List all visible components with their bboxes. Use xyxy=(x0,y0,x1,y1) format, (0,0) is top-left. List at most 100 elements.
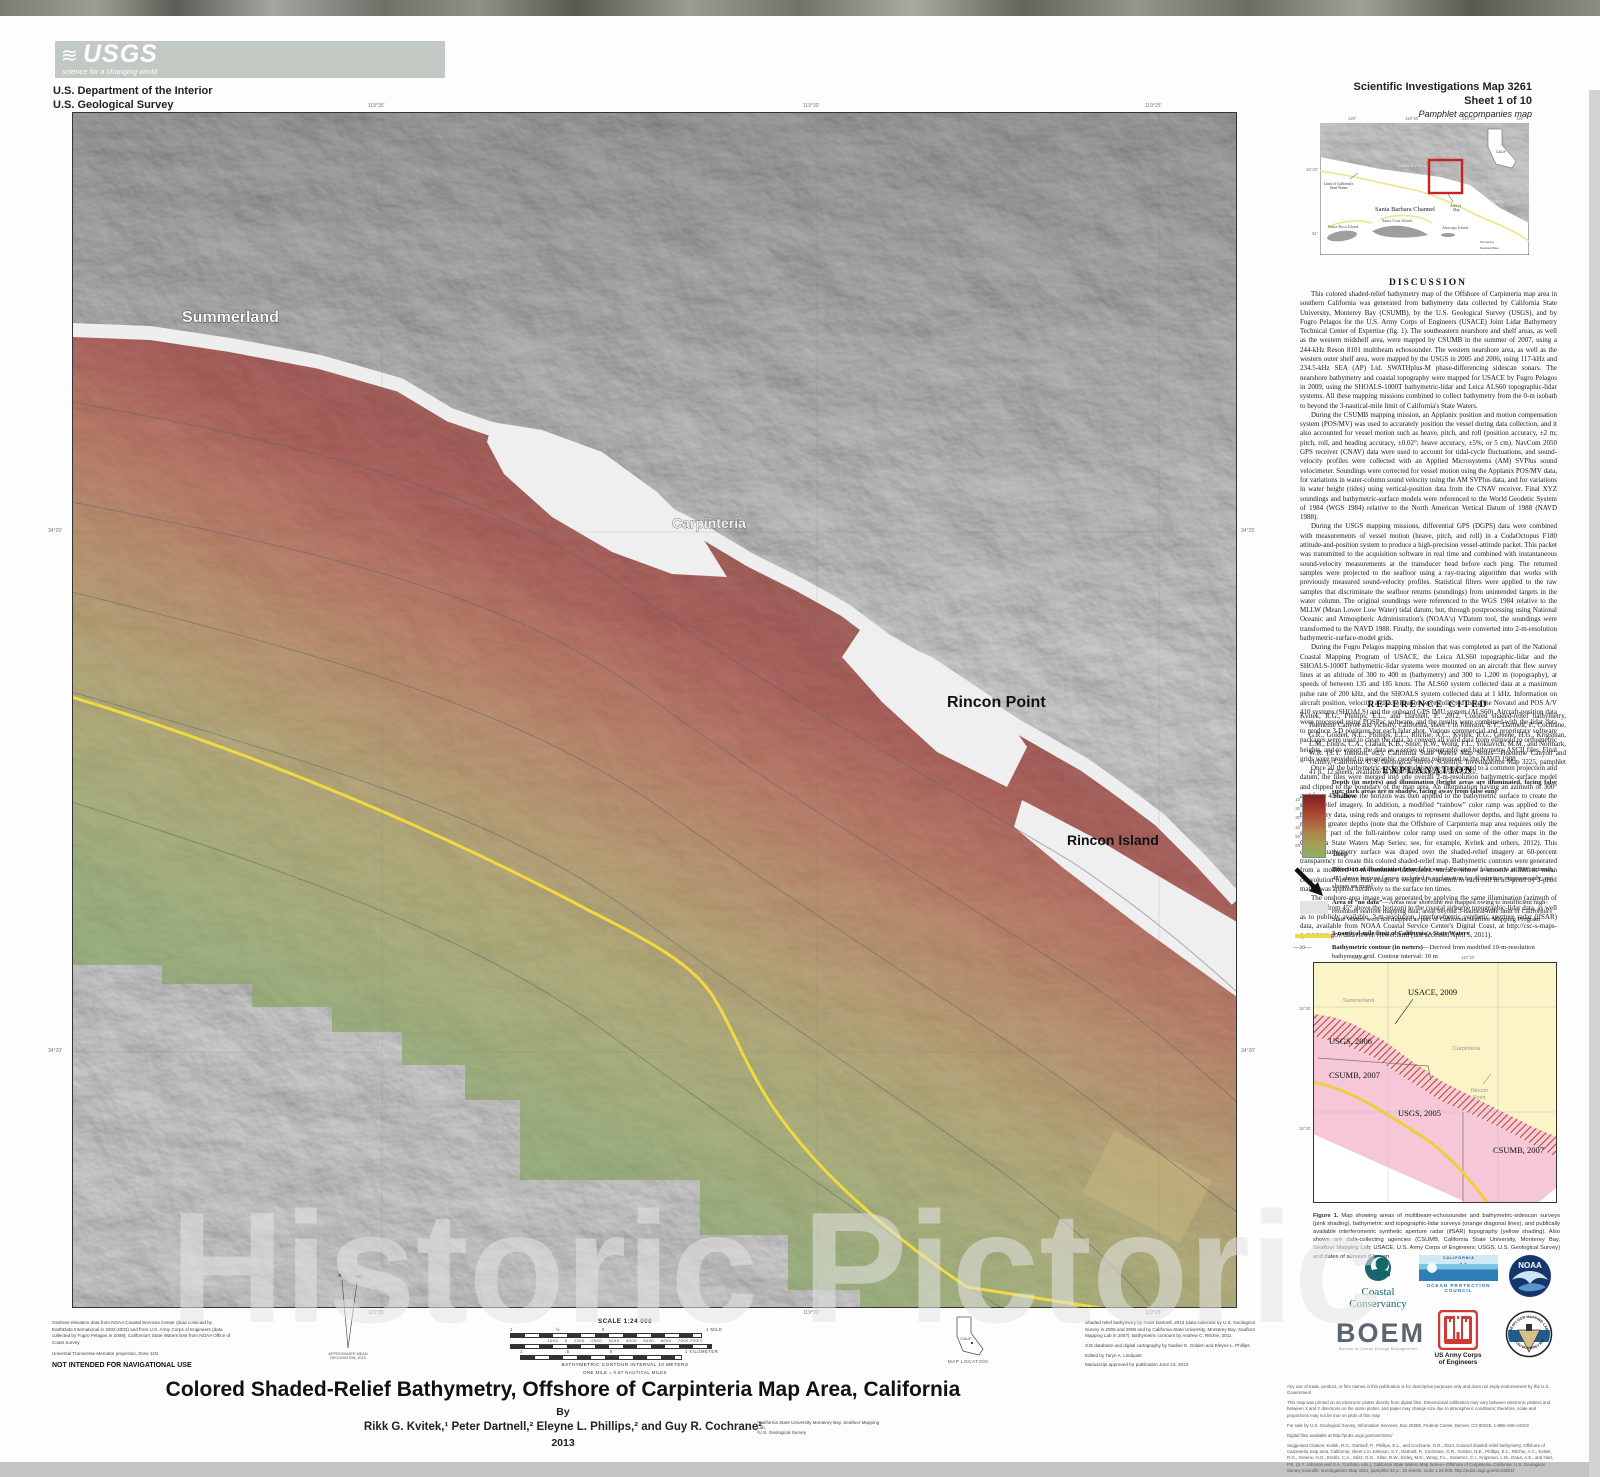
colorbar-shallow-label: Shallow xyxy=(1333,793,1357,800)
dept-interior: U.S. Department of the Interior xyxy=(53,85,213,97)
title-footnote-1: ¹California State University Monterey Ba… xyxy=(757,1420,880,1430)
inset-map-svg: CALIF Santa Barbara Ventura Santa Barbar… xyxy=(1319,122,1530,256)
department-lines: U.S. Department of the Interior U.S. Geo… xyxy=(53,84,213,113)
coastal-conservancy-name-2: Conservancy xyxy=(1349,1298,1407,1310)
noaa-wordmark: NOAA xyxy=(1518,1261,1542,1270)
legend-nodata: Area of “no data”—Areas near shoreline n… xyxy=(1332,899,1558,925)
scale-feet-ticks: 1000 0 1000 2000 3000 4000 5000 6000 700… xyxy=(547,1338,703,1343)
map-location-state-label: CALIF xyxy=(960,1336,972,1341)
scale-km-half: .5 xyxy=(565,1349,570,1354)
figure1-label-csumb2007b: CSUMB, 2007 xyxy=(1493,1145,1544,1155)
scale-mile-0: 0 xyxy=(602,1327,605,1332)
declination-caption-1: APPROXIMATE MEAN xyxy=(328,1352,368,1356)
figure1-tick-top1: 119°30' xyxy=(1353,955,1367,960)
nodata-area-rincon-point xyxy=(842,627,1027,787)
scale-km-label: 1 KILOMETER xyxy=(685,1349,719,1354)
discussion-text: This colored shaded-relief bathymetry ma… xyxy=(1300,290,1557,941)
map-tick-left-1: 34°25' xyxy=(48,528,63,534)
title-authors: Rikk G. Kvitek,¹ Peter Dartnell,² Eleyne… xyxy=(363,1421,763,1433)
inset-tick-lon2: 119°40' xyxy=(1405,116,1419,121)
opc-image: C A L I F O R N I A ⌄⌄ xyxy=(1419,1255,1498,1281)
fine-print-trade: Any use of trade, product, or firm names… xyxy=(1287,1384,1550,1396)
inset-tick-lon1: 120° xyxy=(1348,116,1357,121)
map-location-dot xyxy=(970,1341,974,1345)
credits-edited: Edited by Taryn A. Lindquist xyxy=(1085,1352,1142,1358)
opc-sun xyxy=(1427,1263,1437,1273)
scale-km-0: 0 xyxy=(610,1349,613,1354)
map-tick-top-2: 119°30' xyxy=(803,103,820,109)
title-year: 2013 xyxy=(551,1437,575,1449)
legend-state-waters: 3-nautical-mile limit of California's St… xyxy=(1332,930,1558,939)
discussion-paragraph: Once all the bathymetric-surface models … xyxy=(1300,764,1557,893)
sml-icon: SEAFLOOR MAPPING LAB CSU MONTEREY BAY xyxy=(1505,1310,1553,1358)
inset-land xyxy=(1320,123,1529,223)
scale-feet-bar xyxy=(510,1344,712,1349)
scale-km-1: 1 xyxy=(520,1349,523,1354)
figure1-caption-lead: Figure 1. xyxy=(1313,1213,1339,1219)
inset-anacapa-island xyxy=(1441,233,1455,237)
graticule xyxy=(72,112,1237,1308)
credits-right-block: Shaded relief bathymetry by Peter Dartne… xyxy=(1085,1320,1257,1369)
figure1-label-usgs2006: USGS, 2006 xyxy=(1329,1036,1372,1046)
declination-caption-2: DECLINATION, 2013 xyxy=(330,1356,366,1360)
map-location: CALIF MAP LOCATION xyxy=(938,1316,998,1364)
photo-edge-strip xyxy=(0,0,1600,16)
photo-edge-bottom xyxy=(0,1462,1600,1477)
noaa-logo: NOAA xyxy=(1508,1254,1552,1303)
nodata-area-carpinteria xyxy=(487,422,727,577)
scale-mile-label: 1 MILE xyxy=(706,1327,723,1332)
figure1-label-rincon-2: Point xyxy=(1473,1095,1486,1101)
figure1-tick-left1: 34°25' xyxy=(1299,1006,1311,1011)
inset-area-leader xyxy=(1447,193,1454,203)
scale-nautical-note: ONE MILE = 0.87 NAUTICAL MILES xyxy=(583,1370,667,1375)
legend-illumination: Direction of illumination from false sun… xyxy=(1332,866,1558,892)
declination-diagram: ★ MN APPROXIMATE MEAN DECLINATION, 2013 xyxy=(318,1268,378,1360)
boem-sub-name: Bureau of Ocean Energy Management xyxy=(1338,1347,1418,1351)
coastal-conservancy-icon xyxy=(1365,1255,1391,1281)
map-tick-right-1: 34°25' xyxy=(1241,528,1256,534)
dept-usgs: U.S. Geological Survey xyxy=(53,99,174,112)
inset-location-map: CALIF Santa Barbara Ventura Santa Barbar… xyxy=(1306,116,1530,256)
inset-tick-lat2: 34° xyxy=(1311,231,1318,236)
map-tick-bottom-3: 119°25' xyxy=(1145,1310,1162,1316)
inset-area-of-map-box xyxy=(1427,158,1464,195)
figure1-caption: Figure 1. Map showing areas of multibeam… xyxy=(1313,1212,1560,1261)
sml-logo: SEAFLOOR MAPPING LAB CSU MONTEREY BAY xyxy=(1505,1310,1553,1363)
legend-nodata-rest: —Areas near shoreline not mapped owing t… xyxy=(1332,899,1552,924)
colorbar-tick: 60 xyxy=(1295,843,1300,849)
scale-mile-half: ½ xyxy=(556,1327,560,1332)
inset-santa-rosa-island xyxy=(1327,230,1357,242)
map-location-label: MAP LOCATION xyxy=(947,1359,989,1364)
figure1-map: USACE, 2009 USGS, 2006 CSUMB, 2007 USGS,… xyxy=(1299,955,1557,1204)
figure1-land-ifsar xyxy=(1313,962,1557,1137)
colorbar-deep-label: Deep xyxy=(1333,851,1348,858)
opc-state-label: C A L I F O R N I A xyxy=(1443,1256,1474,1260)
figure1-label-usgs2005: USGS, 2005 xyxy=(1398,1108,1441,1118)
illumination-arrow-icon xyxy=(1294,867,1323,896)
scale-km-row: 1 .5 0 1 KILOMETER xyxy=(510,1349,740,1360)
series-block: Scientific Investigations Map 3261 Sheet… xyxy=(1232,80,1532,119)
inset-tick-lat1: 34°20' xyxy=(1306,167,1318,172)
colorbar-tick: 40 xyxy=(1295,824,1300,830)
legend-contour-lead: Bathymetric contour (in meters) xyxy=(1332,944,1423,951)
figure1-neatline xyxy=(1313,962,1557,1203)
map-neatline xyxy=(72,112,1237,1308)
scale-label: SCALE 1:24 000 xyxy=(597,1318,653,1325)
credits-approved: Manuscript approved for publication June… xyxy=(1085,1362,1189,1368)
inset-label-ventura: Ventura xyxy=(1488,200,1504,205)
contour-symbol-dash-right: — xyxy=(1305,944,1312,951)
figure1-label-usace: USACE, 2009 xyxy=(1408,987,1457,997)
explanation-heading: EXPLANATION xyxy=(1382,766,1474,776)
main-map: Summerland Carpinteria Rincon Point Rinc… xyxy=(71,112,1243,1308)
discussion-paragraph: The onshore-area image was generated by … xyxy=(1300,894,1557,940)
inset-tick-lon4: 119° xyxy=(1516,116,1525,121)
figure1-label-csumb2007a: CSUMB, 2007 xyxy=(1329,1070,1380,1080)
usgs-logo-text: USGS xyxy=(83,40,158,68)
fine-print-sale: For sale by U.S. Geological Survey, Info… xyxy=(1287,1422,1530,1428)
contour-symbol-value: 20 xyxy=(1299,945,1306,951)
map-tick-bottom-2: 119°30' xyxy=(803,1310,820,1316)
map-tick-bottom-1: 119°35' xyxy=(368,1310,385,1316)
fine-print-citation: Suggested Citation: Kvitek, R.G., Dartne… xyxy=(1287,1443,1554,1473)
usgs-tagline: science for a changing world xyxy=(62,67,158,76)
